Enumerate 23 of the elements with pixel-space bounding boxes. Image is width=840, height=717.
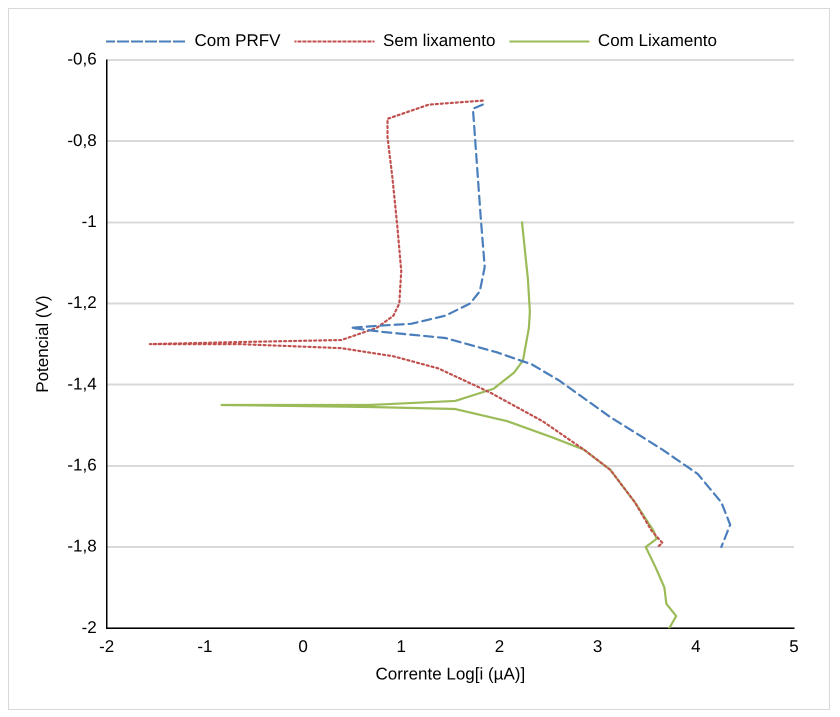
x-tick-label: 5 [789,637,799,656]
y-tick-label: -1,2 [67,293,97,312]
x-tick-label: 1 [396,637,406,656]
legend-label: Com Lixamento [598,31,717,50]
legend-label: Sem lixamento [382,31,496,50]
x-tick-label: 2 [494,637,504,656]
y-tick-label: -0,8 [67,130,97,150]
y-tick-label: -2 [82,618,97,637]
x-tick-label: -2 [99,637,114,656]
x-tick-label: -1 [197,637,212,656]
y-tick-label: -0,6 [67,50,97,69]
legend-label: Com PRFV [194,31,282,50]
x-tick-label: 0 [298,637,308,656]
line-series [148,99,664,548]
line-series [350,104,732,548]
y-axis-title: Potencial (V) [32,295,52,393]
x-tick-label: 3 [592,637,602,656]
x-axis-title: Corrente Log[i (µA)] [376,664,526,684]
y-tick-label: -1 [82,212,97,232]
y-tick-label: -1,4 [67,374,97,394]
y-tick-label: -1,8 [67,536,97,556]
x-tick-label: 4 [691,637,701,656]
y-tick-label: -1,6 [67,456,97,475]
